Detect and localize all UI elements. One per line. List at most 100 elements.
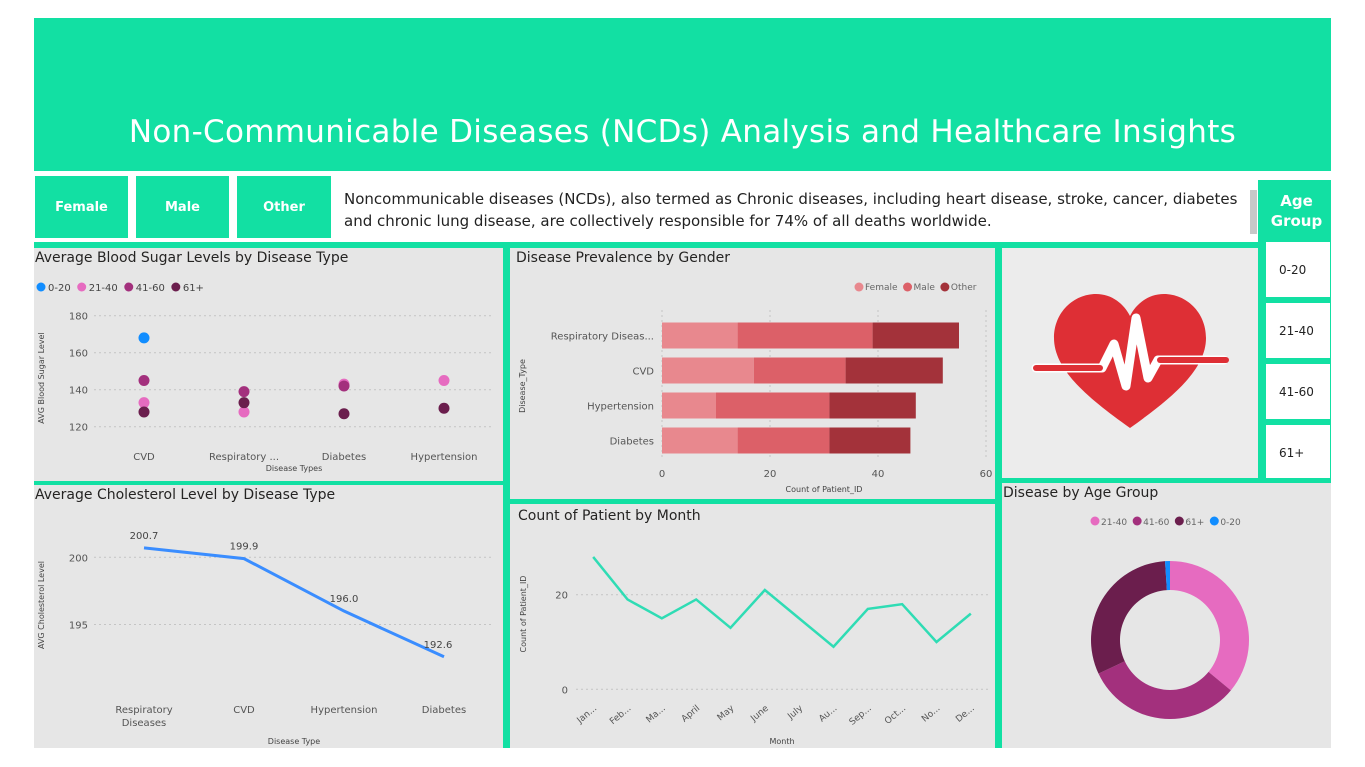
x-tick-label: May: [716, 703, 737, 723]
legend-marker: [903, 282, 913, 292]
data-label: 200.7: [130, 531, 159, 542]
age-option-41-60[interactable]: 41-60: [1266, 364, 1330, 419]
scatter-point: [338, 380, 350, 392]
x-tick-label: Oct...: [883, 704, 908, 727]
legend-label: Other: [951, 283, 977, 293]
donut-slice: [1170, 561, 1249, 691]
bar-segment: [829, 427, 911, 454]
divider-band: [1002, 478, 1331, 483]
divider-band: [510, 499, 997, 504]
x-tick-label: Diabetes: [422, 705, 466, 716]
scatter-point: [238, 397, 250, 409]
blood-sugar-title: Average Blood Sugar Levels by Disease Ty…: [35, 250, 349, 266]
donut-slice: [1165, 561, 1170, 591]
bar-segment: [662, 427, 738, 454]
cholesterol-title: Average Cholesterol Level by Disease Typ…: [35, 487, 336, 503]
patient-month-panel: Count of Patient by Month 0 20 Jan... Feb..…: [510, 504, 995, 748]
x-tick-label: CVD: [233, 705, 255, 716]
scatter-point: [138, 374, 150, 386]
x-tick-label: Hypertension: [411, 452, 478, 463]
bar-segment: [845, 357, 943, 384]
legend-marker: [940, 282, 950, 292]
blood-sugar-panel: Average Blood Sugar Levels by Disease Ty…: [34, 248, 503, 481]
divider-band: [503, 242, 510, 748]
bar-segment: [872, 322, 959, 349]
scatter-point: [138, 397, 150, 409]
age-option-21-40[interactable]: 21-40: [1266, 303, 1330, 358]
age-group-chart: 21-40 41-60 61+ 0-20: [1090, 516, 1249, 719]
legend-label: Male: [914, 283, 936, 293]
prevalence-chart: Female Male Other 0 20 40 60 Count of Patient_I…: [518, 282, 992, 494]
header-banner: Non-Communicable Diseases (NCDs) Analysi…: [34, 18, 1331, 171]
y-tick-label: 140: [69, 386, 88, 397]
legend-marker: [36, 282, 46, 292]
description-scrollbar[interactable]: [1250, 190, 1257, 234]
y-axis-label: AVG Blood Sugar Level: [37, 332, 46, 423]
x-tick-label: Diseases: [122, 718, 167, 729]
legend-marker: [1174, 516, 1184, 526]
data-label: 199.9: [230, 542, 259, 553]
donut-slice: [1091, 561, 1167, 674]
y-tick-label: 0: [562, 685, 568, 696]
y-tick-label: 120: [69, 423, 88, 434]
x-tick-label: Au...: [817, 704, 839, 725]
x-tick-label: July: [786, 703, 806, 722]
divider-band: [34, 481, 506, 485]
scatter-point: [138, 332, 150, 344]
x-tick-label: Diabetes: [322, 452, 366, 463]
filter-female-button[interactable]: Female: [35, 176, 128, 238]
x-tick-label: 40: [872, 469, 885, 480]
age-option-61-plus[interactable]: 61+: [1266, 425, 1330, 480]
legend-label: 61+: [183, 283, 204, 294]
legend-marker: [1132, 516, 1142, 526]
legend-marker: [1209, 516, 1219, 526]
age-group-panel: Disease by Age Group 21-40 41-60 61+ 0-20: [1002, 483, 1331, 748]
bar-segment: [662, 357, 754, 384]
patient-month-title: Count of Patient by Month: [518, 508, 701, 524]
page-title: Non-Communicable Diseases (NCDs) Analysi…: [128, 114, 1237, 150]
cholesterol-panel: Average Cholesterol Level by Disease Typ…: [34, 485, 503, 748]
legend-marker: [171, 282, 181, 292]
y-tick-label: 160: [69, 349, 88, 360]
x-tick-label: Feb...: [608, 704, 633, 727]
age-group-title: Disease by Age Group: [1003, 485, 1159, 501]
prevalence-panel: Disease Prevalence by Gender Female Male O…: [510, 248, 995, 499]
bar-segment: [829, 392, 916, 419]
legend-marker: [1090, 516, 1100, 526]
x-tick-label: April: [680, 704, 702, 725]
donut-slice: [1098, 661, 1231, 719]
age-slicer-title: Age Group: [1262, 186, 1331, 242]
scatter-point: [138, 406, 150, 418]
bar-segment: [716, 392, 830, 419]
legend-marker: [854, 282, 864, 292]
filter-male-button[interactable]: Male: [136, 176, 229, 238]
legend-label: 0-20: [48, 283, 71, 294]
y-tick-label: 180: [69, 312, 88, 323]
x-tick-label: 0: [659, 469, 665, 480]
y-tick-label: CVD: [632, 367, 654, 378]
legend-label: 61+: [1185, 518, 1204, 528]
bar-segment: [662, 392, 716, 419]
patient-month-chart: 0 20 Jan... Feb... Ma... April May June July Au..…: [519, 556, 988, 746]
y-tick-label: Diabetes: [610, 437, 654, 448]
filter-other-button[interactable]: Other: [237, 176, 331, 238]
y-tick-label: 200: [69, 553, 88, 564]
description-text: Noncommunicable diseases (NCDs), also te…: [344, 190, 1238, 230]
divider-band: [34, 242, 1258, 248]
legend-label: 41-60: [136, 283, 165, 294]
series-line: [592, 556, 972, 649]
data-label: 196.0: [330, 594, 359, 605]
age-option-0-20[interactable]: 0-20: [1266, 242, 1330, 297]
x-tick-label: Hypertension: [311, 705, 378, 716]
x-axis-label: Count of Patient_ID: [786, 485, 863, 494]
y-tick-label: 195: [69, 620, 88, 631]
x-tick-label: 20: [764, 469, 777, 480]
x-tick-label: No...: [920, 704, 942, 725]
heart-panel: [1002, 248, 1258, 478]
x-axis-label: Month: [769, 737, 794, 746]
bar-segment: [737, 427, 830, 454]
y-tick-label: 20: [555, 591, 568, 602]
scatter-point: [238, 386, 250, 398]
y-axis-label: AVG Cholesterol Level: [37, 561, 46, 649]
legend-label: 41-60: [1143, 518, 1169, 528]
